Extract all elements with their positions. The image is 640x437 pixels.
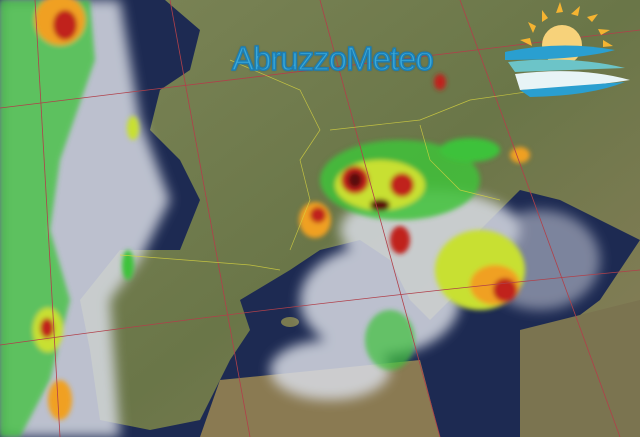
country-borders — [119, 59, 621, 271]
precipitation-cells — [0, 0, 530, 437]
abruzzometeo-logo-text: AbruzzoMeteo — [231, 39, 434, 78]
sun-waves-logo-icon — [505, 2, 630, 97]
